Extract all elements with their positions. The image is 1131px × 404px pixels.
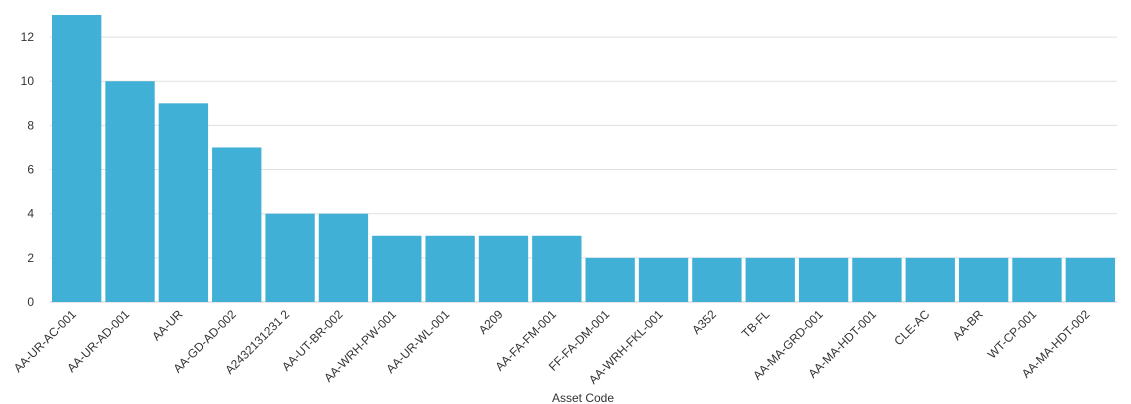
bar-AA-UR-AC-001[interactable]: [52, 15, 102, 302]
bar-A209[interactable]: [478, 235, 529, 302]
bar-FF-FA-DM-001[interactable]: [585, 257, 635, 302]
y-tick-label: 0: [27, 295, 34, 309]
x-tick-label: CLE-AC: [891, 307, 932, 348]
bar-AA-MA-GRD-001[interactable]: [798, 257, 849, 302]
bars: [52, 15, 1115, 302]
x-tick-label: AA-BR: [950, 307, 986, 343]
bar-AA-MA-HDT-001[interactable]: [852, 257, 902, 302]
bar-AA-FA-FM-001[interactable]: [532, 235, 582, 302]
y-tick-label: 8: [27, 118, 34, 132]
bar-AA-UR[interactable]: [158, 103, 209, 302]
bar-A2432131231 2[interactable]: [265, 213, 315, 302]
bar-TB-FL[interactable]: [745, 257, 795, 302]
bar-AA-WRH-PW-001[interactable]: [372, 235, 422, 302]
bar-AA-BR[interactable]: [958, 257, 1009, 302]
x-tick-label: AA-UR: [149, 307, 186, 344]
bar-AA-UR-WL-001[interactable]: [425, 235, 475, 302]
bar-AA-UR-AD-001[interactable]: [105, 81, 155, 302]
bar-AA-UT-BR-002[interactable]: [318, 213, 369, 302]
x-axis-title: Asset Code: [552, 391, 614, 404]
x-tick-label: A352: [689, 307, 719, 337]
bar-AA-GD-AD-002[interactable]: [212, 147, 262, 302]
bar-A352[interactable]: [692, 257, 742, 302]
y-axis-ticks: 0 2 4 6 8 10 12: [21, 30, 35, 309]
x-tick-label: TB-FL: [739, 307, 773, 341]
y-tick-label: 12: [21, 30, 35, 44]
y-tick-label: 2: [27, 251, 34, 265]
bar-CLE-AC[interactable]: [905, 257, 955, 302]
x-tick-label: A209: [476, 307, 506, 337]
y-tick-label: 4: [27, 207, 34, 221]
y-tick-label: 10: [21, 74, 35, 88]
bar-AA-MA-HDT-002[interactable]: [1065, 257, 1115, 302]
y-tick-label: 6: [27, 163, 34, 177]
bar-WT-CP-001[interactable]: [1012, 257, 1062, 302]
gridlines: [50, 36, 1117, 303]
bar-AA-WRH-FKL-001[interactable]: [638, 257, 689, 302]
x-tick-label: WT-CP-001: [985, 307, 1039, 361]
